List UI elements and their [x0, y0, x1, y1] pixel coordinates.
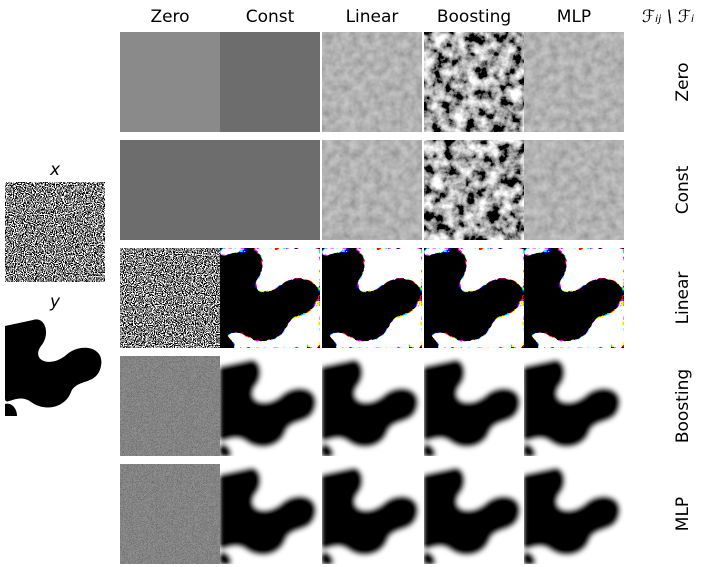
image-tile — [120, 356, 220, 456]
tile — [220, 140, 320, 240]
image-tile — [322, 464, 422, 564]
tile — [524, 140, 624, 240]
image-tile — [524, 356, 624, 456]
row-label: Zero — [673, 62, 693, 101]
image-tile — [120, 464, 220, 564]
image-tile — [524, 248, 624, 348]
tile — [424, 248, 524, 348]
tile — [120, 140, 220, 240]
image-tile — [424, 248, 524, 348]
image-tile — [220, 140, 320, 240]
tile — [220, 32, 320, 132]
tile — [524, 248, 624, 348]
tile — [322, 356, 422, 456]
row-label: Const — [673, 165, 693, 214]
image-tile — [424, 356, 524, 456]
tile — [322, 464, 422, 564]
tile — [120, 32, 220, 132]
image-tile — [120, 140, 220, 240]
corner-label: ℱᵢⱼ \ ℱᵢ — [642, 7, 694, 27]
image-tile — [220, 356, 320, 456]
row-label: MLP — [673, 497, 693, 531]
image-tile — [220, 32, 320, 132]
tile — [120, 248, 220, 348]
column-header: Const — [246, 7, 295, 27]
image-tile — [322, 140, 422, 240]
image-tile — [5, 316, 105, 416]
image-tile — [424, 32, 524, 132]
image-tile — [524, 464, 624, 564]
image-tile — [5, 182, 105, 282]
image-tile — [322, 248, 422, 348]
column-header: Zero — [150, 7, 189, 27]
image-tile — [120, 32, 220, 132]
tile — [424, 32, 524, 132]
column-header: Boosting — [437, 7, 511, 27]
column-header: MLP — [557, 7, 591, 27]
tile — [524, 32, 624, 132]
tile — [5, 316, 105, 416]
image-tile — [220, 248, 320, 348]
input-label: y — [49, 292, 61, 312]
image-tile — [322, 32, 422, 132]
image-tile — [322, 356, 422, 456]
row-label: Boosting — [673, 369, 693, 443]
image-tile — [524, 32, 624, 132]
tile — [5, 182, 105, 282]
tile — [424, 140, 524, 240]
tile — [524, 356, 624, 456]
tile — [322, 248, 422, 348]
image-tile — [424, 464, 524, 564]
tile — [524, 464, 624, 564]
column-header: Linear — [346, 7, 399, 27]
tile — [220, 464, 320, 564]
tile — [424, 464, 524, 564]
tile — [220, 248, 320, 348]
row-label: Linear — [673, 272, 693, 325]
tile — [424, 356, 524, 456]
image-tile — [220, 464, 320, 564]
image-tile — [120, 248, 220, 348]
tile — [120, 356, 220, 456]
image-tile — [424, 140, 524, 240]
tile — [322, 140, 422, 240]
input-label: x — [49, 160, 61, 180]
tile — [322, 32, 422, 132]
tile — [120, 464, 220, 564]
image-tile — [524, 140, 624, 240]
tile — [220, 356, 320, 456]
